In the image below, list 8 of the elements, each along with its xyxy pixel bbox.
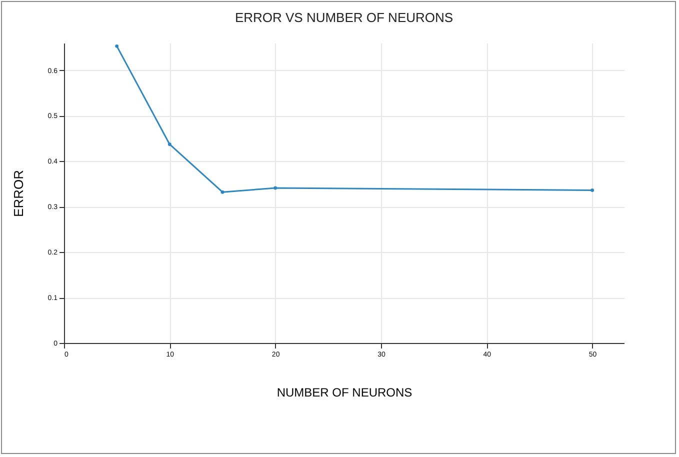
point xyxy=(220,190,224,194)
y-axis-title: ERROR xyxy=(10,170,26,217)
x-axis-title: NUMBER OF NEURONS xyxy=(276,386,412,400)
chart-title: ERROR VS NUMBER OF NEURONS xyxy=(234,10,454,25)
point xyxy=(274,186,278,190)
point xyxy=(168,142,172,146)
point xyxy=(115,44,119,48)
point xyxy=(590,188,594,192)
